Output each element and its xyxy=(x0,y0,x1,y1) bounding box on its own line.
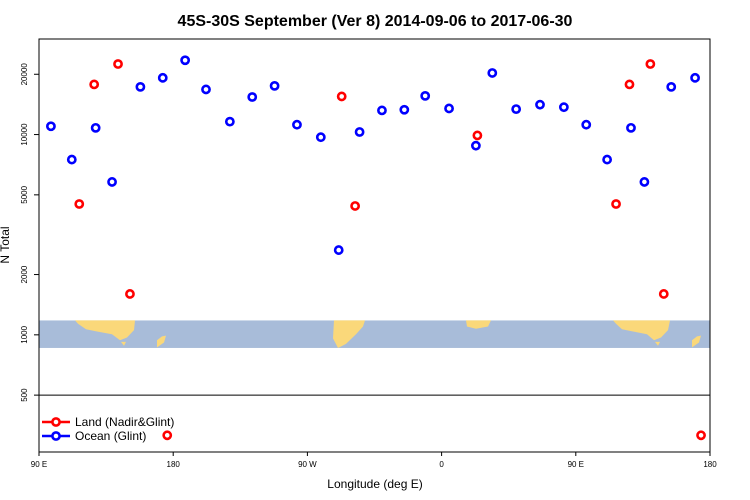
data-points xyxy=(46,55,706,441)
ocean-point xyxy=(269,80,280,91)
y-tick-label: 10000 xyxy=(20,123,29,146)
land-point xyxy=(472,130,483,141)
ocean-point xyxy=(558,102,569,113)
land-point xyxy=(645,59,656,69)
land-point xyxy=(658,289,669,299)
x-tick-label: 180 xyxy=(167,460,181,469)
ocean-point xyxy=(690,72,700,83)
plot-frame xyxy=(38,38,711,453)
land-area xyxy=(75,320,135,341)
ocean-point xyxy=(107,177,117,187)
y-tick-label: 20000 xyxy=(20,63,29,86)
legend: Land (Nadir&Glint)Ocean (Glint) xyxy=(42,415,174,443)
y-axis-label: N Total xyxy=(0,226,12,263)
ocean-point xyxy=(639,177,650,187)
ocean-point xyxy=(315,132,326,143)
land-point xyxy=(89,79,100,90)
land-point xyxy=(350,201,361,211)
ocean-point xyxy=(487,68,498,78)
ocean-point xyxy=(444,103,454,114)
land-area xyxy=(655,341,660,346)
legend-marker xyxy=(51,417,61,427)
ocean-point xyxy=(666,81,677,92)
ocean-point xyxy=(399,104,410,115)
land-point xyxy=(74,199,85,209)
ocean-point xyxy=(224,116,235,127)
ocean-point xyxy=(66,154,77,165)
x-axis: 90 E 180 90 W 0 90 E 180 xyxy=(31,452,717,469)
ocean-point xyxy=(292,119,302,130)
ocean-point xyxy=(535,99,545,110)
land-area xyxy=(157,335,166,348)
legend-marker xyxy=(51,431,61,441)
ocean-point xyxy=(626,122,636,133)
legend-label: Ocean (Glint) xyxy=(75,429,146,443)
land-point xyxy=(125,289,135,299)
legend-label: Land (Nadir&Glint) xyxy=(75,415,174,429)
ocean-point xyxy=(180,55,191,66)
ocean-area xyxy=(39,320,710,348)
y-tick-label: 2000 xyxy=(20,265,29,283)
y-tick-label: 5000 xyxy=(20,185,29,203)
ocean-point xyxy=(247,92,258,102)
y-tick-label: 500 xyxy=(20,388,29,402)
ocean-point xyxy=(333,245,344,255)
ocean-point xyxy=(511,104,522,115)
ocean-point xyxy=(46,121,56,132)
ocean-point xyxy=(581,119,592,130)
ocean-point xyxy=(602,154,613,165)
x-tick-label: 90 E xyxy=(31,460,47,469)
land-area xyxy=(613,320,670,341)
map-band xyxy=(39,320,710,348)
chart-title: 45S-30S September (Ver 8) 2014-09-06 to … xyxy=(178,13,573,30)
land-area xyxy=(692,335,701,348)
ocean-point xyxy=(354,127,365,137)
y-axis: 500 1000 2000 5000 10000 20000 xyxy=(20,63,39,402)
land-area xyxy=(121,341,126,346)
x-tick-label: 0 xyxy=(439,460,444,469)
land-point xyxy=(113,59,123,69)
y-tick-label: 1000 xyxy=(20,325,29,343)
ocean-point xyxy=(135,81,146,92)
ocean-point xyxy=(201,84,211,95)
land-point xyxy=(336,91,347,102)
land-area xyxy=(466,320,491,329)
land-point xyxy=(624,79,635,90)
land-point xyxy=(696,430,706,441)
x-tick-label: 180 xyxy=(703,460,717,469)
ocean-point xyxy=(377,105,387,116)
land-point xyxy=(611,199,621,209)
land-area xyxy=(333,320,365,348)
x-axis-label: Longitude (deg E) xyxy=(327,477,422,491)
ocean-point xyxy=(420,90,431,101)
x-tick-label: 90 E xyxy=(568,460,584,469)
land-point xyxy=(162,430,173,441)
ocean-point xyxy=(157,72,168,83)
ocean-point xyxy=(90,122,101,133)
ocean-point xyxy=(470,140,481,151)
x-tick-label: 90 W xyxy=(298,460,317,469)
